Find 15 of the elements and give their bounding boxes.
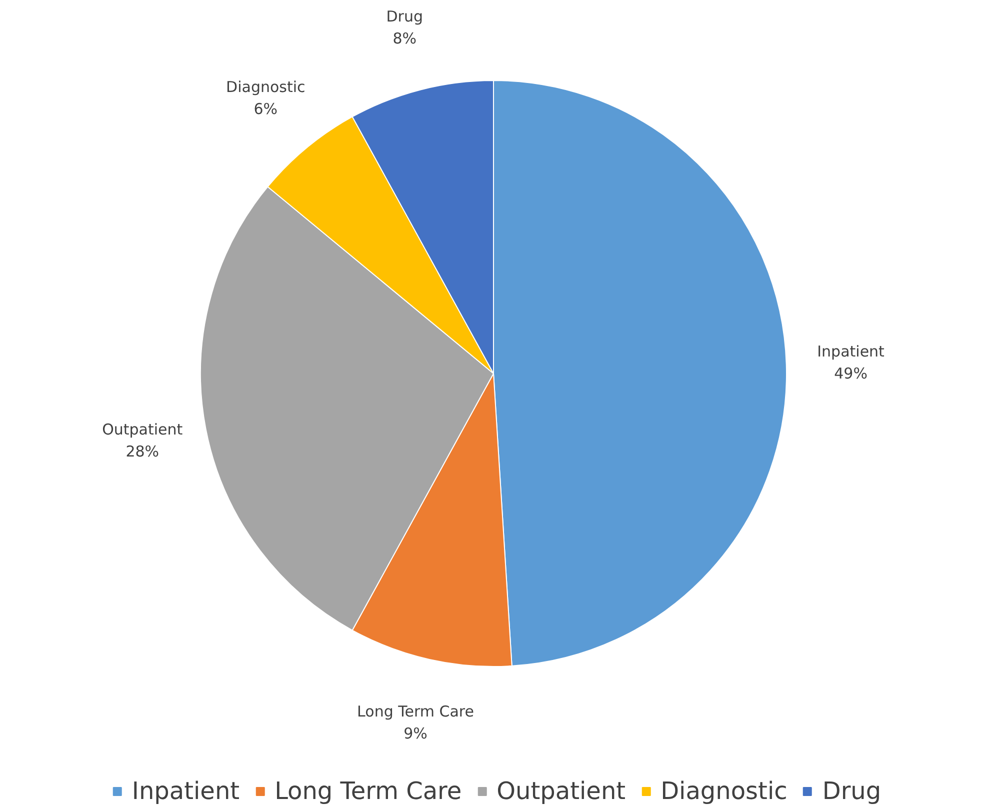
legend-label: Drug: [822, 777, 882, 805]
slice-label: Outpatient: [102, 420, 183, 438]
data-label: 9%: [404, 724, 428, 742]
legend-label: Outpatient: [496, 777, 626, 805]
legend-label: Inpatient: [132, 777, 240, 805]
legend-label: Long Term Care: [274, 777, 462, 805]
data-label: 49%: [834, 364, 868, 382]
slice-label: Drug: [386, 7, 423, 26]
data-label: 8%: [392, 29, 416, 48]
data-label: 6%: [254, 100, 278, 118]
slice-label: Long Term Care: [357, 702, 474, 720]
slice-label: Inpatient: [817, 342, 885, 360]
data-label: 28%: [126, 442, 160, 460]
slice-label: Diagnostic: [226, 78, 306, 96]
legend-label: Diagnostic: [660, 777, 788, 805]
